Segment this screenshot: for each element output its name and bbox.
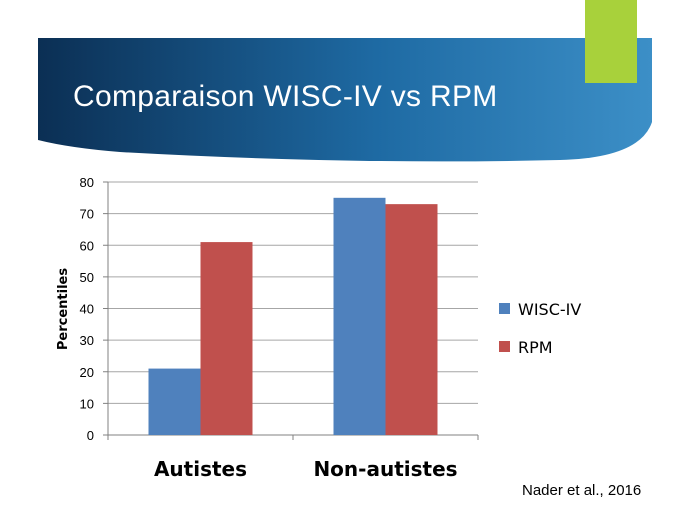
y-tick-label: 80 bbox=[80, 175, 94, 190]
legend-swatch bbox=[499, 341, 510, 352]
y-tick-label: 40 bbox=[80, 302, 94, 317]
y-tick-label: 0 bbox=[87, 428, 94, 443]
source-citation: Nader et al., 2016 bbox=[522, 482, 642, 499]
bar-wisc-iv-autistes bbox=[148, 368, 201, 435]
y-tick-label: 10 bbox=[80, 396, 94, 411]
category-label: Autistes bbox=[154, 457, 247, 481]
legend-label: WISC-IV bbox=[518, 300, 581, 319]
y-tick-label: 60 bbox=[80, 238, 94, 253]
y-axis-label: Percentiles bbox=[56, 268, 71, 350]
title-banner: Comparaison WISC-IV vs RPM bbox=[0, 0, 689, 170]
accent-block bbox=[585, 0, 637, 83]
bar-rpm-non-autistes bbox=[385, 204, 438, 435]
slide-title: Comparaison WISC-IV vs RPM bbox=[73, 80, 498, 113]
chart-bars bbox=[148, 197, 438, 435]
banner-background bbox=[38, 38, 652, 162]
bar-rpm-autistes bbox=[200, 242, 253, 435]
y-tick-label: 20 bbox=[80, 365, 94, 380]
legend-label: RPM bbox=[518, 338, 553, 357]
y-tick-label: 30 bbox=[80, 333, 94, 348]
bar-chart: 0 10 20 30 40 50 60 70 80 Autistes Non-autistes P… bbox=[56, 175, 581, 481]
bar-wisc-iv-non-autistes bbox=[333, 197, 386, 435]
category-labels: Autistes Non-autistes bbox=[154, 457, 458, 481]
legend-swatch bbox=[499, 303, 510, 314]
y-tick-label: 70 bbox=[80, 207, 94, 222]
category-label: Non-autistes bbox=[313, 457, 457, 481]
chart-legend: WISC-IV RPM bbox=[499, 300, 581, 357]
y-tick-label: 50 bbox=[80, 270, 94, 285]
